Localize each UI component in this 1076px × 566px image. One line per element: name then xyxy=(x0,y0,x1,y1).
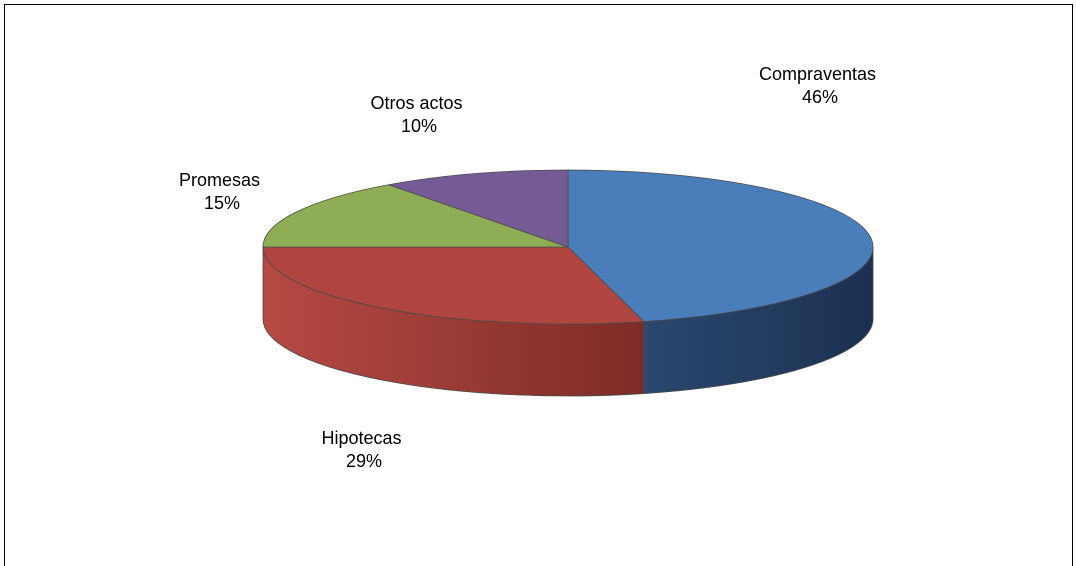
slice-label-hipotecas: Hipotecas 29% xyxy=(321,428,406,471)
slice-label-compraventas: Compraventas 46% xyxy=(759,64,881,107)
chart-frame xyxy=(4,4,1073,566)
slice-otros-actos xyxy=(387,169,569,248)
slice-compraventas xyxy=(567,169,874,322)
slice-percent-hipotecas: 29% xyxy=(346,451,382,471)
slice-name-compraventas: Compraventas xyxy=(759,64,876,84)
slice-label-otros-actos: Otros actos 10% xyxy=(370,93,467,136)
labels-layer: Compraventas 46% Hipotecas 29% Promesas … xyxy=(179,64,881,471)
slice-percent-promesas: 15% xyxy=(204,193,240,213)
slice-name-otros-actos: Otros actos xyxy=(370,93,462,113)
slice-name-hipotecas: Hipotecas xyxy=(321,428,401,448)
slice-hipotecas xyxy=(262,246,645,325)
slice-percent-otros-actos: 10% xyxy=(401,116,437,136)
slice-percent-compraventas: 46% xyxy=(802,87,838,107)
slice-name-promesas: Promesas xyxy=(179,170,260,190)
slices-layer xyxy=(262,169,874,397)
slice-promesas xyxy=(262,184,569,248)
slice-label-promesas: Promesas 15% xyxy=(179,170,265,213)
